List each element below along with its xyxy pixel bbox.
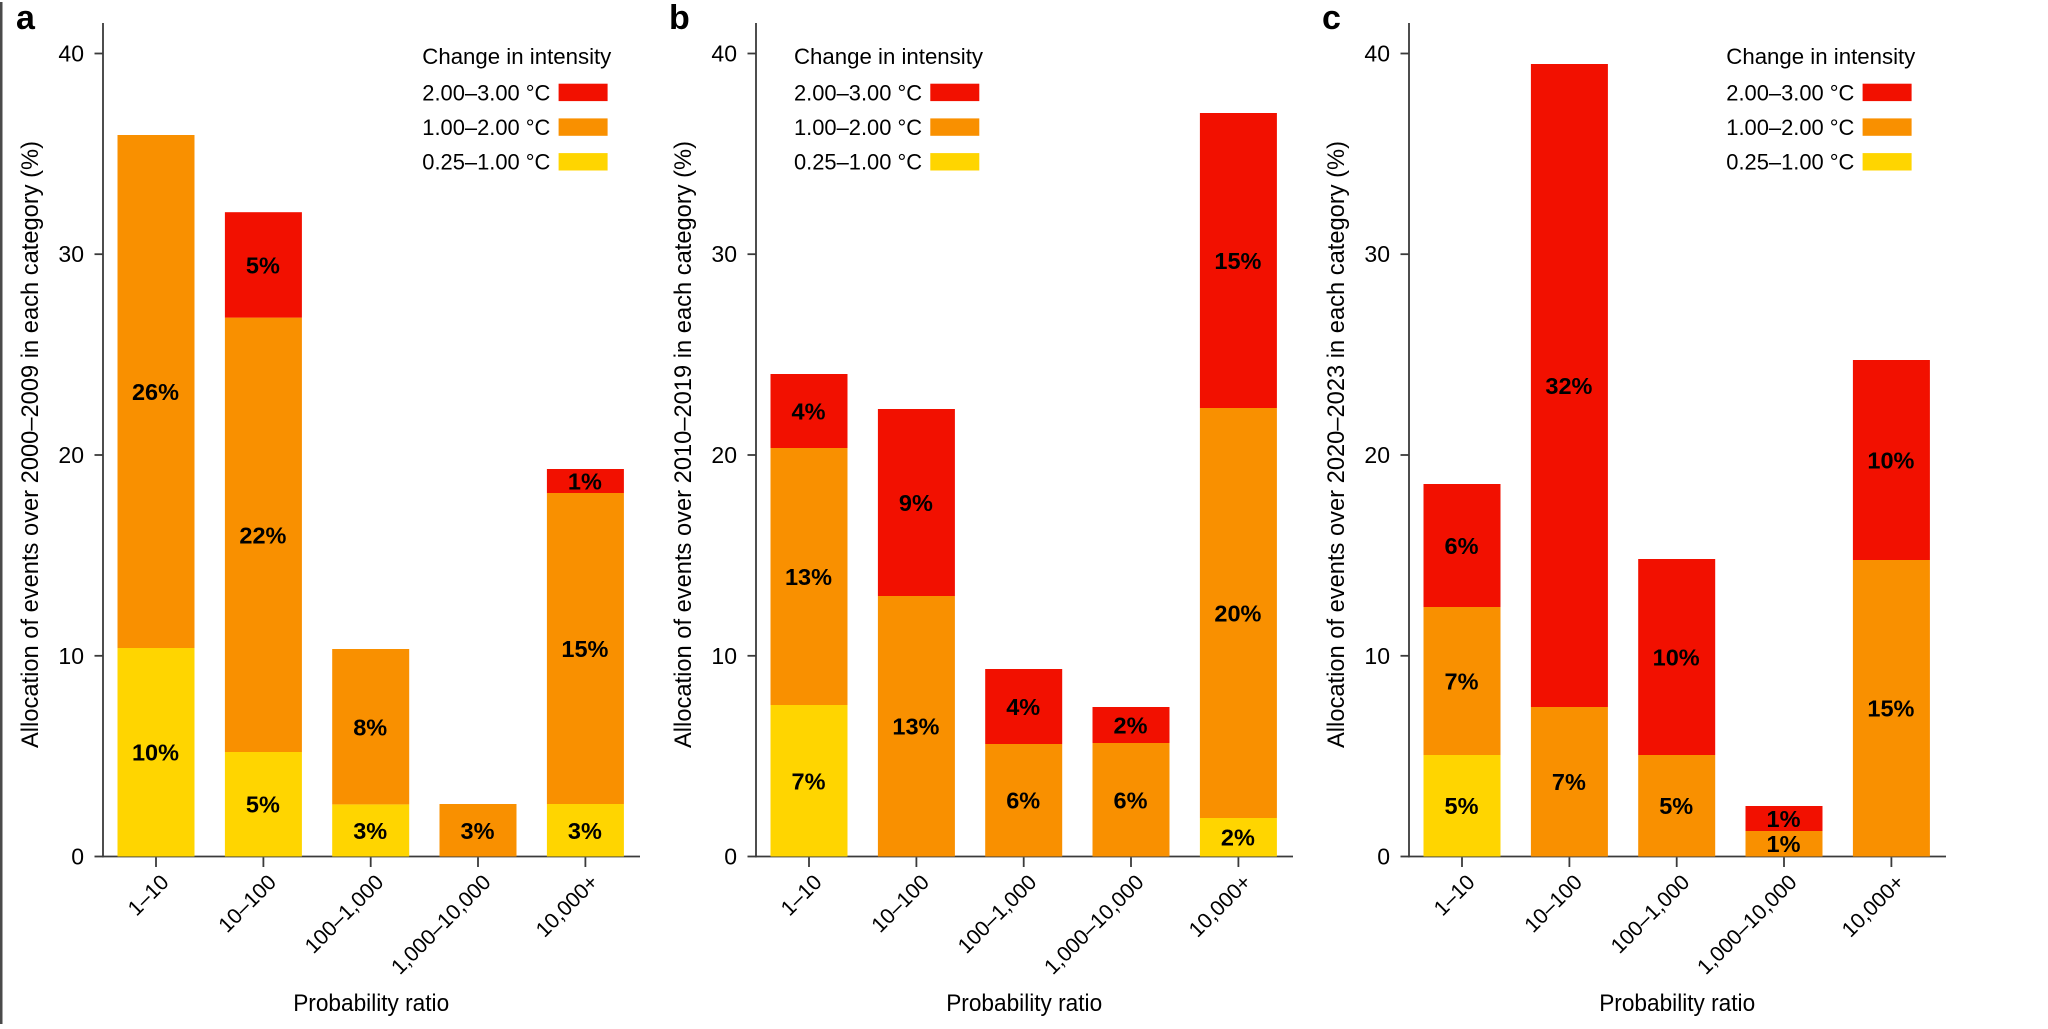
svg-text:2%: 2%: [1221, 825, 1255, 851]
svg-text:0: 0: [71, 844, 84, 870]
svg-text:40: 40: [711, 41, 737, 67]
svg-text:0.25–1.00 °C: 0.25–1.00 °C: [794, 150, 922, 175]
svg-text:0.25–1.00 °C: 0.25–1.00 °C: [422, 150, 550, 175]
svg-text:0: 0: [724, 844, 737, 870]
svg-text:2.00–3.00 °C: 2.00–3.00 °C: [1726, 80, 1854, 105]
svg-text:30: 30: [58, 241, 84, 267]
svg-text:10%: 10%: [1653, 645, 1700, 671]
svg-text:30: 30: [711, 241, 737, 267]
svg-text:15%: 15%: [1214, 248, 1261, 274]
svg-text:Allocation of events over 2000: Allocation of events over 2000–2009 in e…: [17, 141, 44, 748]
svg-text:26%: 26%: [132, 379, 179, 405]
svg-text:4%: 4%: [792, 399, 826, 425]
svg-text:15%: 15%: [561, 636, 608, 662]
svg-text:5%: 5%: [1445, 793, 1479, 819]
svg-text:13%: 13%: [892, 714, 939, 740]
svg-text:3%: 3%: [461, 818, 495, 844]
svg-text:1%: 1%: [568, 469, 602, 495]
svg-text:1.00–2.00 °C: 1.00–2.00 °C: [422, 115, 550, 140]
svg-text:20: 20: [711, 442, 737, 468]
svg-text:13%: 13%: [785, 564, 832, 590]
svg-text:Probability ratio: Probability ratio: [293, 990, 449, 1017]
svg-text:Probability ratio: Probability ratio: [946, 990, 1102, 1017]
svg-text:22%: 22%: [239, 523, 286, 549]
svg-text:1.00–2.00 °C: 1.00–2.00 °C: [794, 115, 922, 140]
svg-text:0.25–1.00 °C: 0.25–1.00 °C: [1726, 150, 1854, 175]
svg-text:40: 40: [58, 41, 84, 67]
svg-text:8%: 8%: [353, 715, 387, 741]
svg-text:15%: 15%: [1867, 696, 1914, 722]
svg-text:Change in intensity: Change in intensity: [794, 44, 983, 69]
svg-text:3%: 3%: [353, 818, 387, 844]
svg-text:a: a: [16, 0, 36, 37]
svg-text:0: 0: [1377, 844, 1390, 870]
svg-text:c: c: [1322, 0, 1341, 37]
svg-text:2%: 2%: [1114, 713, 1148, 739]
svg-text:10: 10: [711, 643, 737, 669]
svg-text:Change in intensity: Change in intensity: [1726, 44, 1915, 69]
svg-text:b: b: [669, 0, 690, 37]
svg-text:5%: 5%: [246, 253, 280, 279]
svg-text:10%: 10%: [132, 740, 179, 766]
svg-text:10%: 10%: [1867, 448, 1914, 474]
svg-text:2.00–3.00 °C: 2.00–3.00 °C: [422, 80, 550, 105]
svg-text:30: 30: [1364, 241, 1390, 267]
svg-text:Probability ratio: Probability ratio: [1599, 990, 1755, 1017]
svg-text:Change in intensity: Change in intensity: [422, 44, 611, 69]
svg-text:20: 20: [1364, 442, 1390, 468]
svg-text:6%: 6%: [1114, 788, 1148, 814]
svg-text:3%: 3%: [568, 818, 602, 844]
svg-text:32%: 32%: [1545, 373, 1592, 399]
svg-text:20: 20: [58, 442, 84, 468]
svg-text:7%: 7%: [792, 769, 826, 795]
svg-text:2.00–3.00 °C: 2.00–3.00 °C: [794, 80, 922, 105]
svg-text:4%: 4%: [1006, 694, 1040, 720]
svg-text:Allocation of events over 2010: Allocation of events over 2010–2019 in e…: [670, 141, 697, 748]
svg-text:9%: 9%: [899, 490, 933, 516]
svg-text:6%: 6%: [1445, 533, 1479, 559]
svg-text:1%: 1%: [1767, 831, 1801, 857]
svg-text:7%: 7%: [1552, 769, 1586, 795]
svg-text:20%: 20%: [1214, 601, 1261, 627]
svg-text:1.00–2.00 °C: 1.00–2.00 °C: [1726, 115, 1854, 140]
svg-text:5%: 5%: [246, 792, 280, 818]
svg-text:6%: 6%: [1006, 788, 1040, 814]
svg-text:Allocation of events over 2020: Allocation of events over 2020–2023 in e…: [1323, 141, 1350, 748]
svg-text:10: 10: [58, 643, 84, 669]
svg-text:7%: 7%: [1445, 669, 1479, 695]
svg-text:5%: 5%: [1659, 793, 1693, 819]
svg-text:1%: 1%: [1767, 806, 1801, 832]
svg-text:10: 10: [1364, 643, 1390, 669]
svg-text:40: 40: [1364, 41, 1390, 67]
